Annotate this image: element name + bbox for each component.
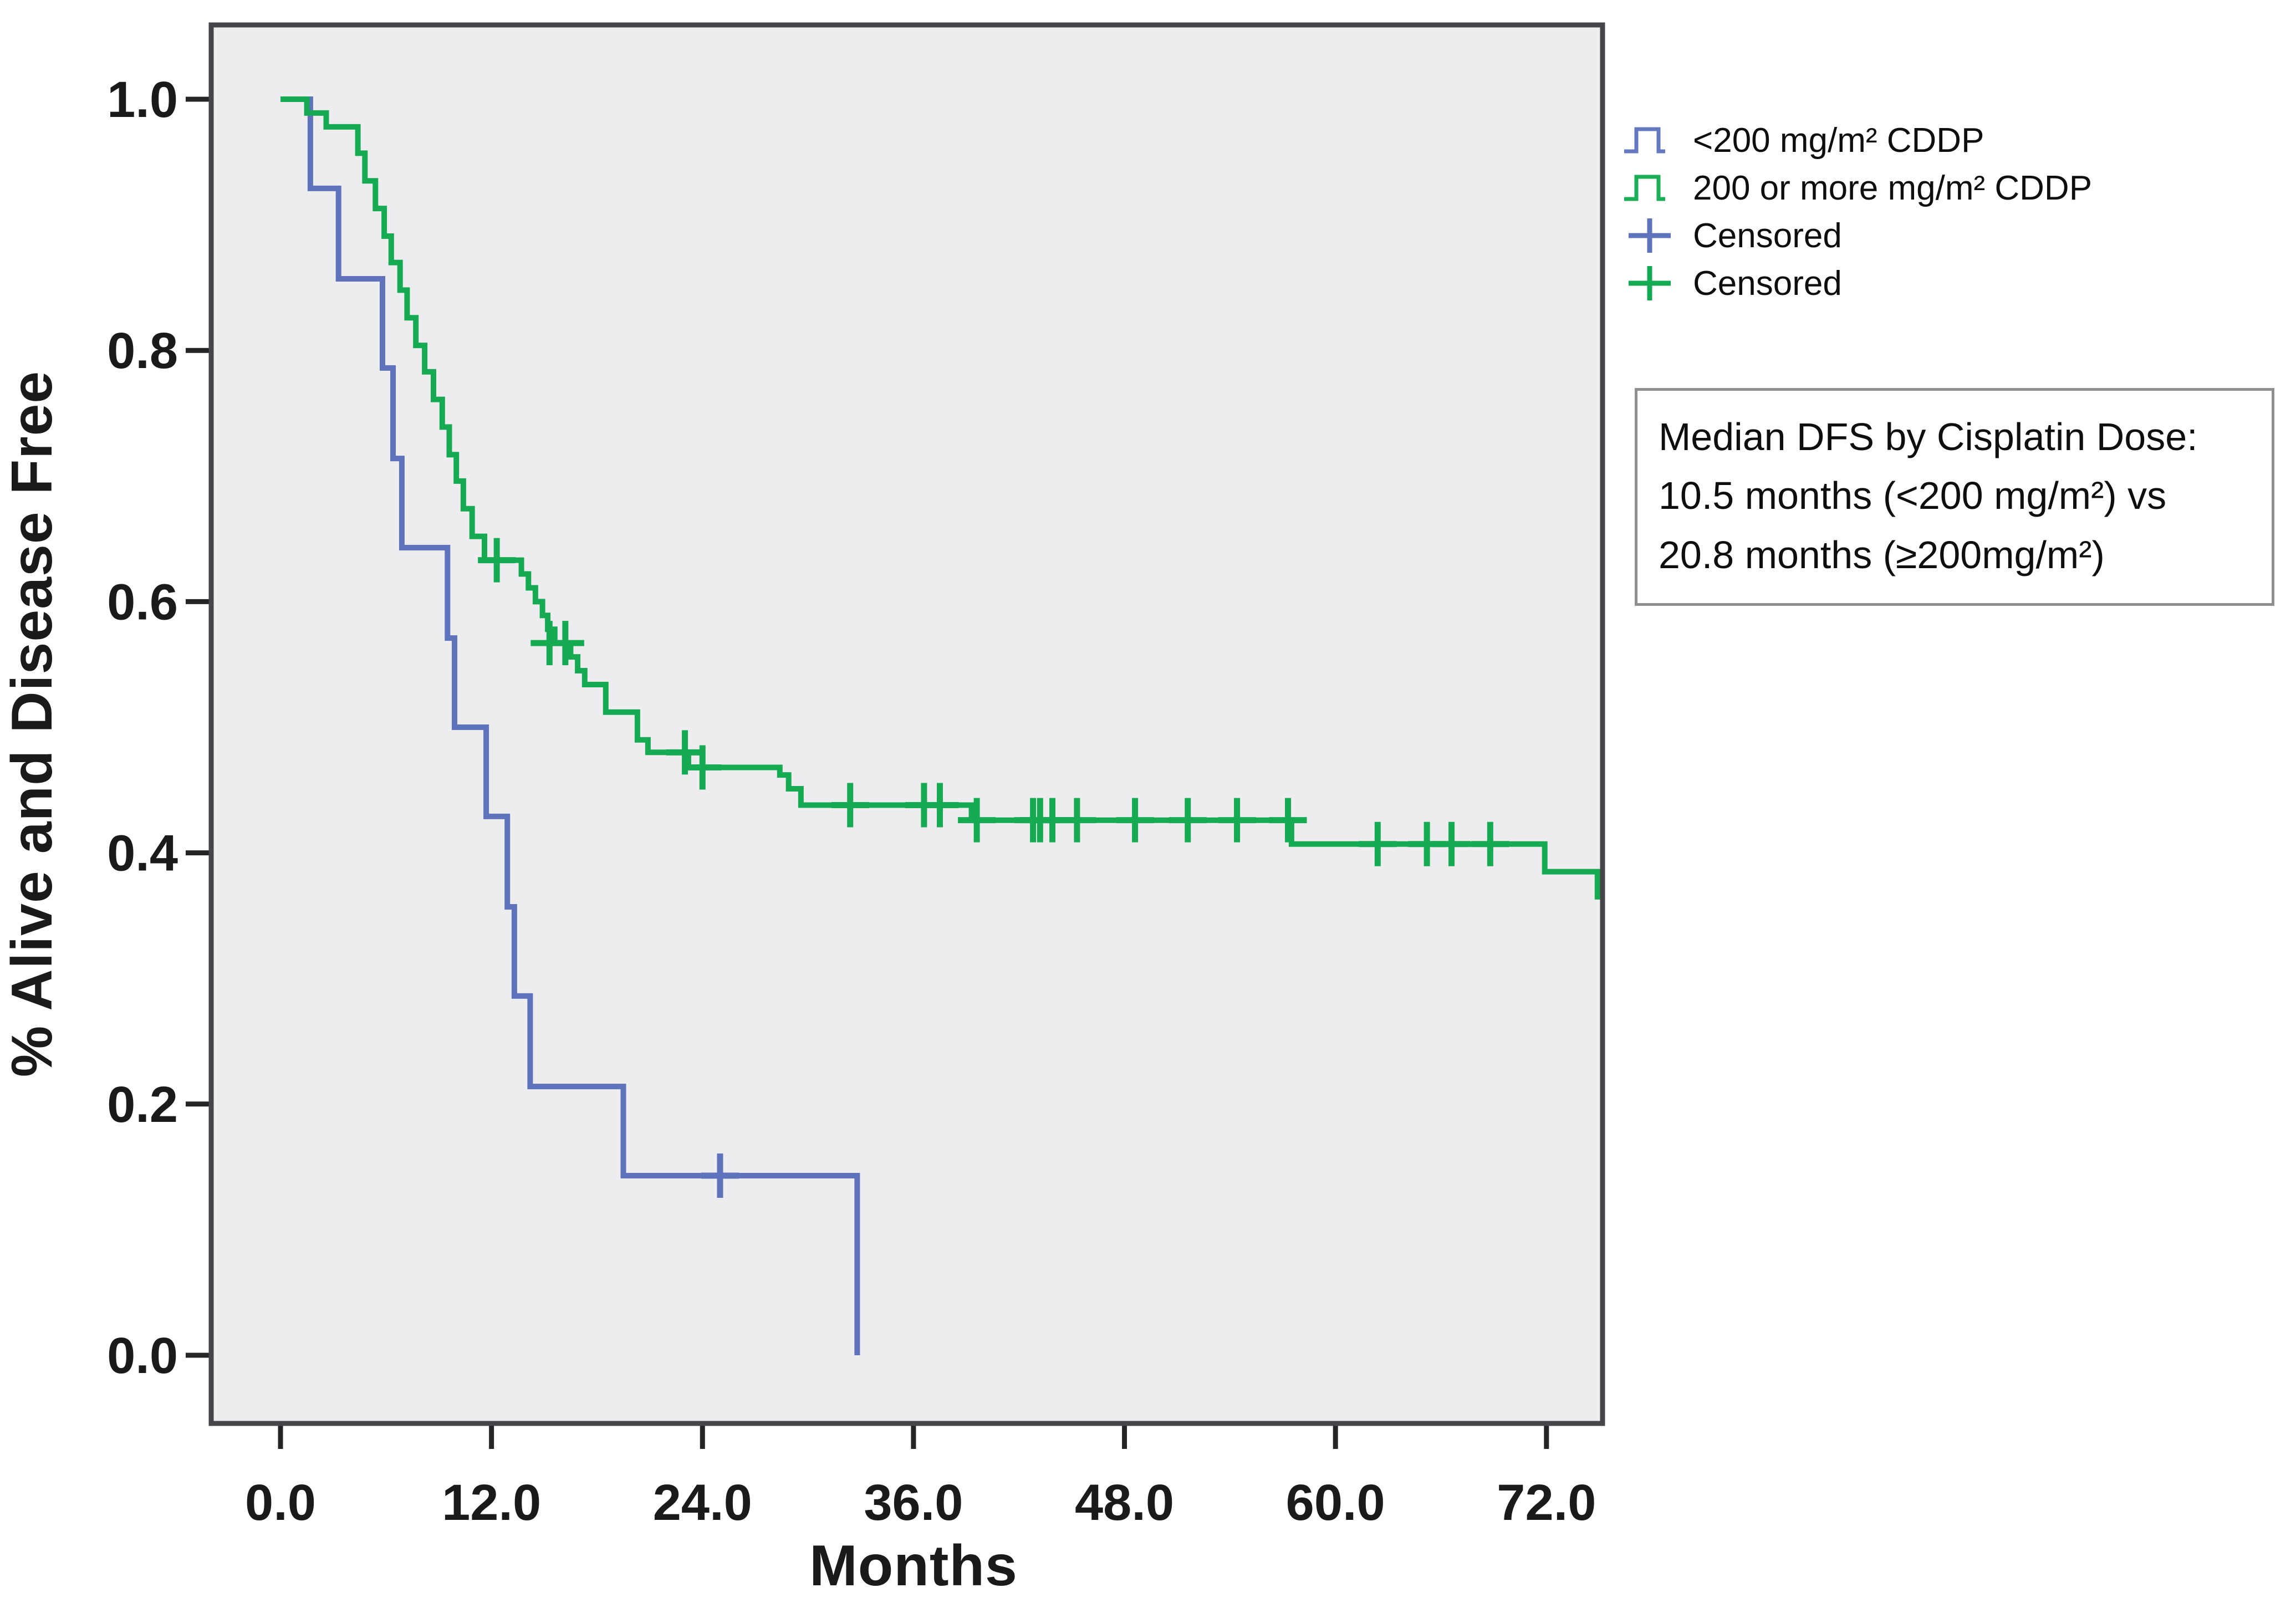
censor-plus-icon <box>921 783 959 828</box>
x-tick-label: 60.0 <box>1286 1474 1385 1531</box>
y-tick-label: 0.0 <box>107 1328 178 1384</box>
annotation-line: 20.8 months (≥200mg/m²) <box>1659 533 2105 576</box>
annotation-line: 10.5 months (<200 mg/m²) vs <box>1659 474 2167 518</box>
survival-curve-ge200 <box>280 96 1601 900</box>
plus-censor-icon <box>1623 215 1676 256</box>
y-axis-title: % Alive and Disease Free <box>0 370 64 1078</box>
censor-marks-ge200 <box>478 538 1509 866</box>
step-line-glyph <box>1624 175 1665 201</box>
censor-plus-icon <box>1116 798 1154 843</box>
series-group <box>280 96 1601 1355</box>
legend-item-censored-ge200: Censored <box>1623 259 2092 307</box>
x-tick-label: 0.0 <box>245 1474 316 1531</box>
censor-plus-icon <box>1169 798 1207 843</box>
censor-plus-icon <box>1471 821 1509 866</box>
legend-label: Censored <box>1693 264 1842 303</box>
legend: <200 mg/m² CDDP 200 or more mg/m² CDDP C… <box>1623 116 2092 307</box>
step-line-icon <box>1623 120 1676 161</box>
step-line-icon <box>1623 167 1676 208</box>
censor-plus-icon <box>1218 798 1256 843</box>
censor-plus-icon <box>546 621 584 666</box>
censor-plus-icon <box>478 538 516 583</box>
y-tick-label: 0.6 <box>107 574 178 630</box>
x-tick-label: 12.0 <box>442 1474 541 1531</box>
x-tick-label: 72.0 <box>1497 1474 1596 1531</box>
censor-marks-lt200 <box>701 1153 739 1198</box>
legend-item-lt200: <200 mg/m² CDDP <box>1623 116 2092 164</box>
x-tick-label: 48.0 <box>1075 1474 1174 1531</box>
step-line-glyph <box>1624 127 1665 154</box>
censor-plus-icon <box>831 783 869 828</box>
y-axis: 0.0 0.2 0.4 0.6 0.8 1.0 <box>107 72 211 1384</box>
plus-glyph <box>1629 218 1671 253</box>
y-tick-label: 1.0 <box>107 72 178 128</box>
legend-label: <200 mg/m² CDDP <box>1693 121 1984 160</box>
censor-plus-icon <box>1432 821 1471 866</box>
median-dfs-annotation: Median DFS by Cisplatin Dose: 10.5 month… <box>1635 388 2274 606</box>
legend-label: 200 or more mg/m² CDDP <box>1693 169 2093 207</box>
y-tick-label: 0.2 <box>107 1076 178 1133</box>
x-tick-label: 24.0 <box>653 1474 752 1531</box>
censor-plus-icon <box>958 798 996 843</box>
legend-item-censored-lt200: Censored <box>1623 212 2092 259</box>
censor-plus-icon <box>683 745 722 790</box>
x-tick-label: 36.0 <box>864 1474 963 1531</box>
survival-curve-lt200 <box>280 96 860 1355</box>
legend-item-ge200: 200 or more mg/m² CDDP <box>1623 164 2092 212</box>
x-axis: 0.0 12.0 24.0 36.0 48.0 60.0 72.0 <box>245 1423 1596 1531</box>
x-axis-title: Months <box>809 1534 1018 1598</box>
censor-plus-icon <box>701 1153 739 1198</box>
plot-area <box>211 25 1603 1423</box>
y-tick-label: 0.8 <box>107 323 178 379</box>
plus-glyph <box>1629 266 1671 300</box>
y-tick-label: 0.4 <box>107 825 178 882</box>
censor-plus-icon <box>1269 798 1307 843</box>
censor-plus-icon <box>1058 798 1096 843</box>
censor-plus-icon <box>1359 821 1397 866</box>
annotation-line: Median DFS by Cisplatin Dose: <box>1659 415 2198 458</box>
plot-frame <box>208 22 1605 1426</box>
plus-censor-icon <box>1623 263 1676 304</box>
legend-label: Censored <box>1693 216 1842 255</box>
